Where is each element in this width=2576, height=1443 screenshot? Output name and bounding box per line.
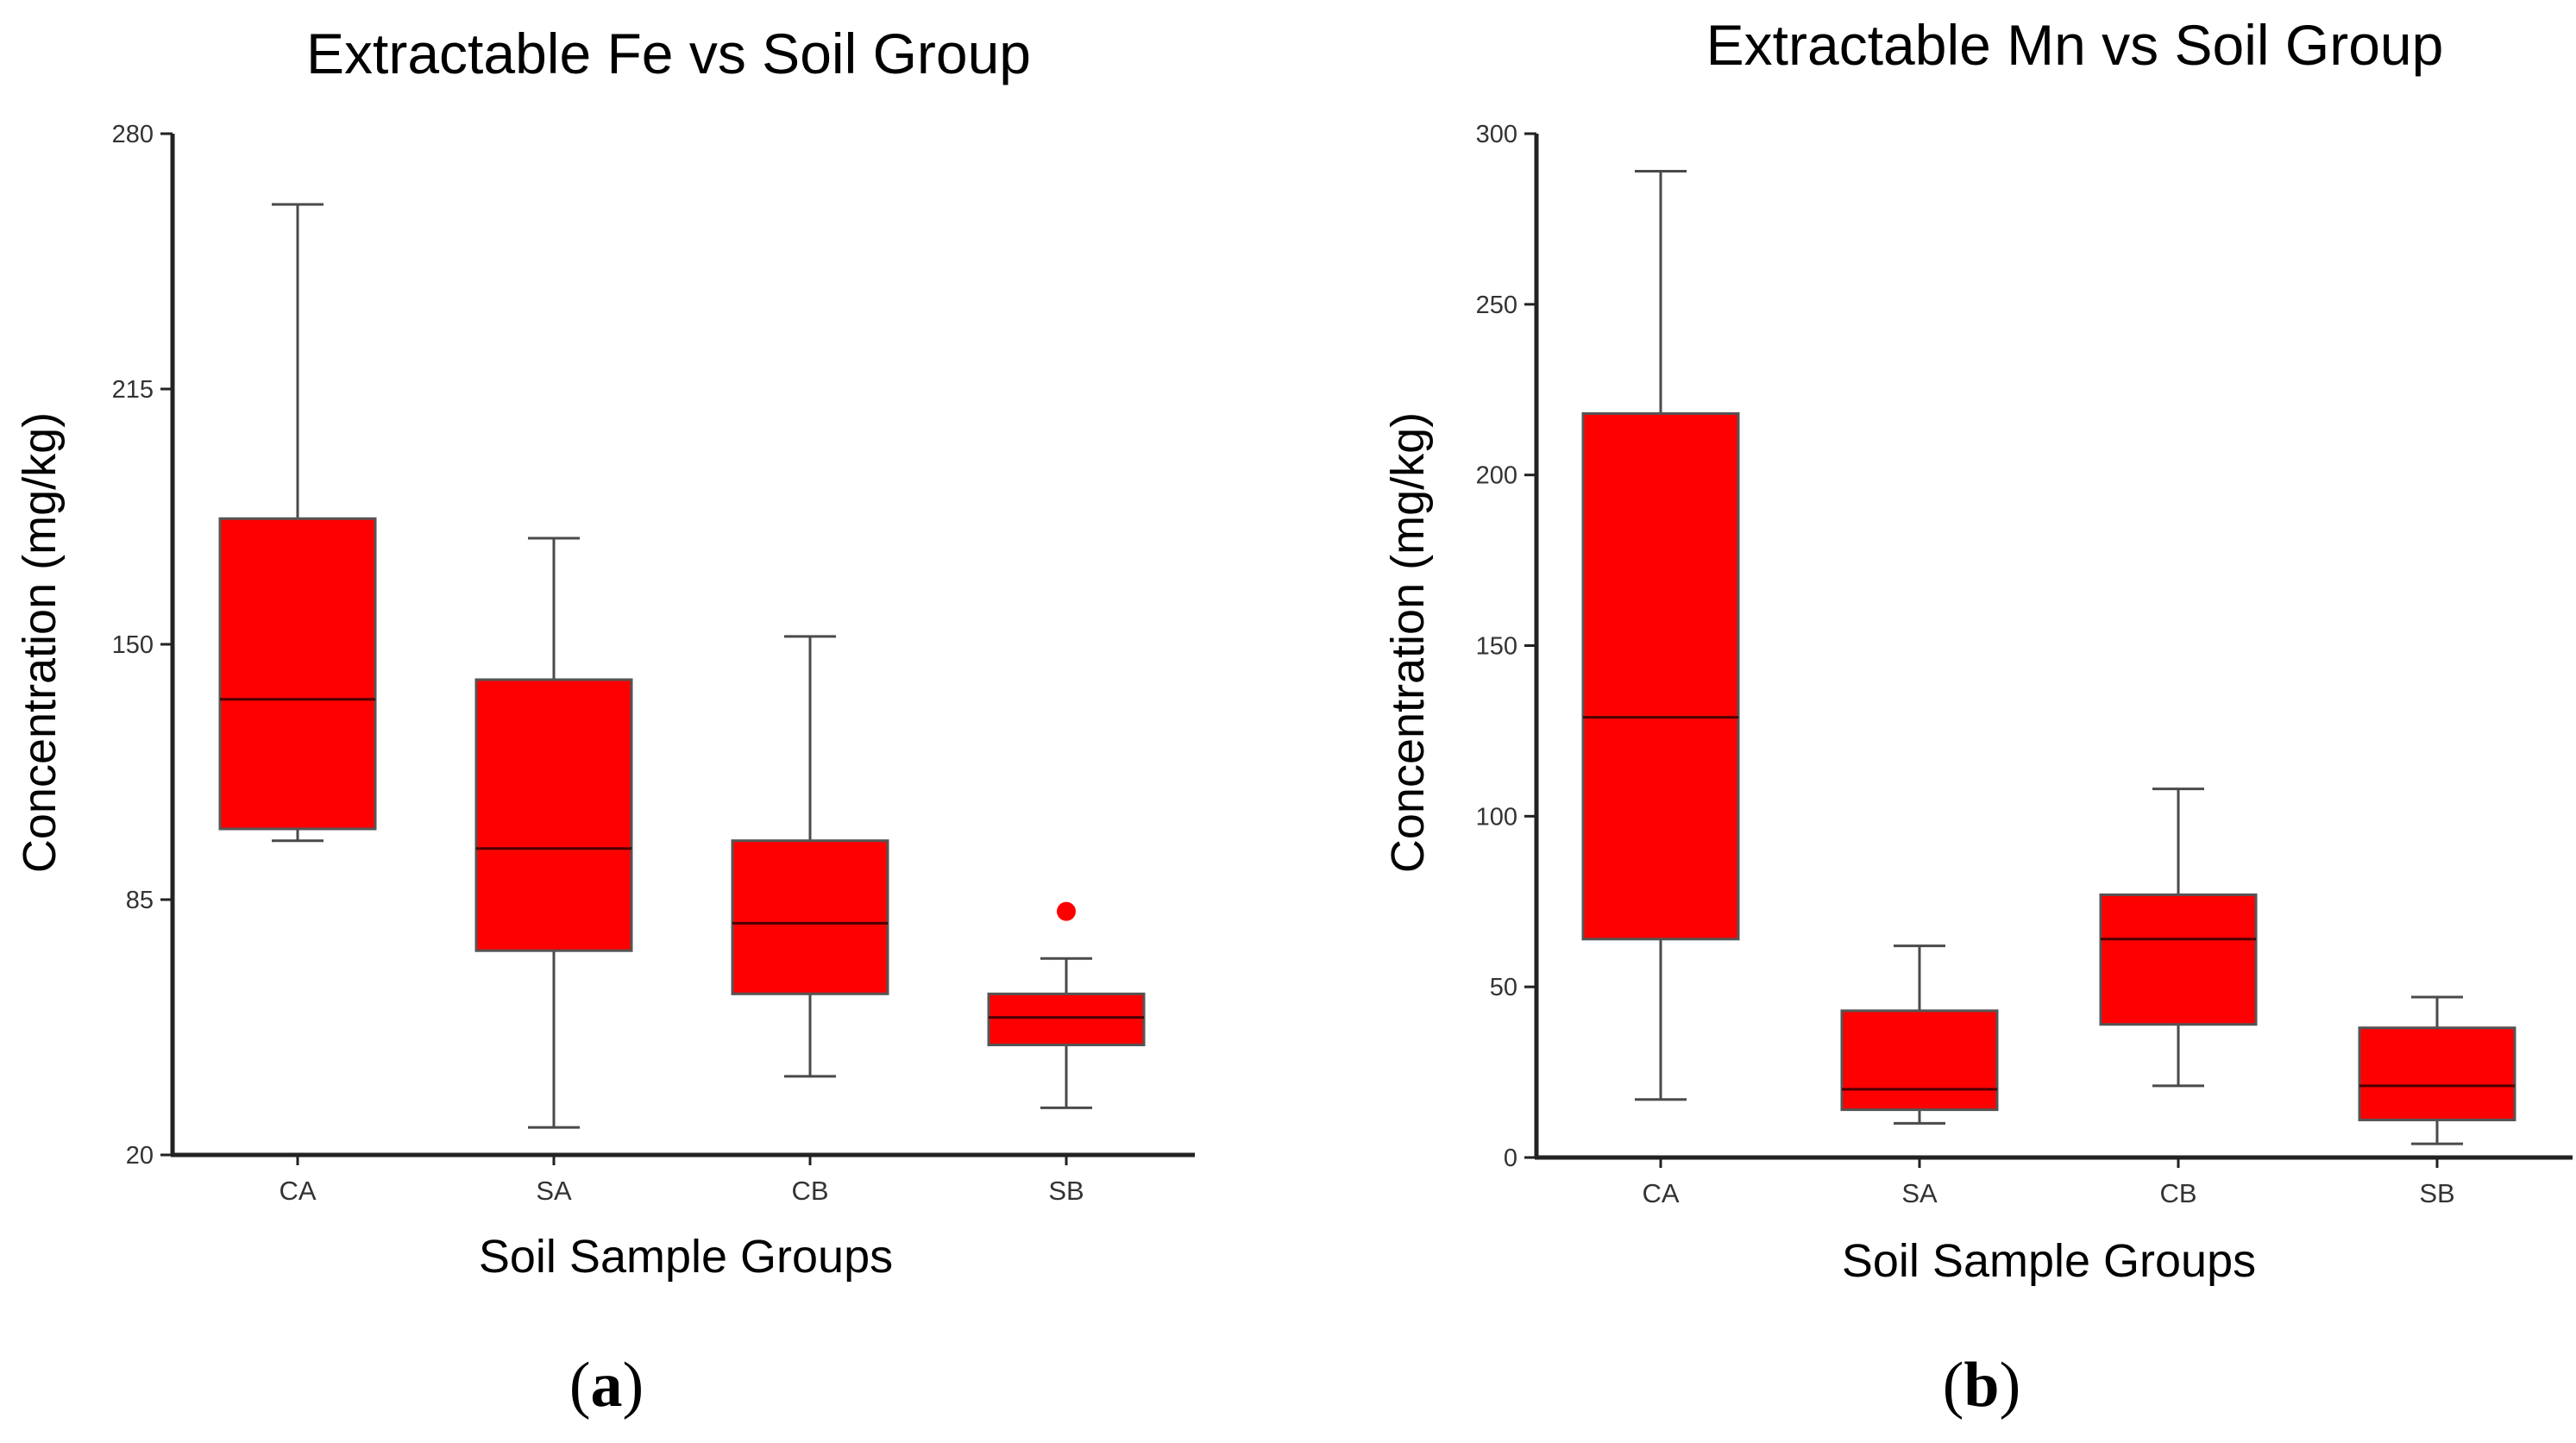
y-tick-label: 250	[1476, 292, 1517, 319]
box-sa	[474, 678, 633, 952]
chart-title-mn: Extractable Mn vs Soil Group	[1706, 13, 2444, 77]
x-tick-label-ca: CA	[279, 1176, 316, 1206]
panel-label-b: (b)	[1943, 1350, 2020, 1421]
y-tick-label: 85	[126, 887, 154, 914]
x-tick-label-cb: CB	[791, 1176, 828, 1206]
box-cb	[731, 839, 889, 995]
y-tick-label: 20	[126, 1142, 154, 1170]
y-tick-label: 0	[1504, 1145, 1517, 1172]
box-sa	[1840, 1009, 1999, 1112]
box-ca	[1581, 411, 1740, 941]
x-tick-label-sb: SB	[2419, 1178, 2454, 1208]
x-tick-label-sa: SA	[536, 1176, 572, 1206]
chart-panel-mn: Extractable Mn vs Soil Group Concentrati…	[1382, 13, 2573, 1421]
plot-area-mn: 0 50 100 150 200 250 300 CA SA CB SB	[1476, 121, 2573, 1208]
y-tick-label: 50	[1490, 974, 1517, 1001]
box-ca	[218, 517, 377, 831]
y-tick-label: 215	[112, 376, 154, 404]
box-sb	[987, 992, 1146, 1046]
y-tick-label: 150	[112, 631, 154, 659]
chart-title-fe: Extractable Fe vs Soil Group	[306, 22, 1031, 85]
outlier-point-sb	[1057, 901, 1076, 921]
y-tick-label: 280	[112, 121, 154, 148]
x-tick-label-ca: CA	[1642, 1178, 1679, 1208]
y-tick-label: 150	[1476, 633, 1517, 661]
box-sb	[2358, 1026, 2516, 1121]
y-tick-label: 100	[1476, 803, 1517, 831]
x-tick-label-sb: SB	[1048, 1176, 1084, 1206]
panel-label-a: (a)	[569, 1350, 644, 1421]
x-axis-label-mn: Soil Sample Groups	[1842, 1235, 2256, 1287]
x-tick-label-sa: SA	[1901, 1178, 1938, 1208]
plot-area-fe: 20 85 150 215 280 CA SA CB SB	[112, 121, 1195, 1206]
y-axis-label-fe: Concentration (mg/kg)	[14, 412, 66, 873]
y-tick-label: 200	[1476, 462, 1517, 490]
chart-panel-fe: Extractable Fe vs Soil Group Concentrati…	[14, 22, 1195, 1421]
box-cb	[2099, 893, 2258, 1026]
x-axis-label-fe: Soil Sample Groups	[479, 1231, 893, 1283]
x-tick-label-cb: CB	[2159, 1178, 2196, 1208]
y-tick-label: 300	[1476, 121, 1517, 148]
y-axis-label-mn: Concentration (mg/kg)	[1382, 412, 1434, 873]
